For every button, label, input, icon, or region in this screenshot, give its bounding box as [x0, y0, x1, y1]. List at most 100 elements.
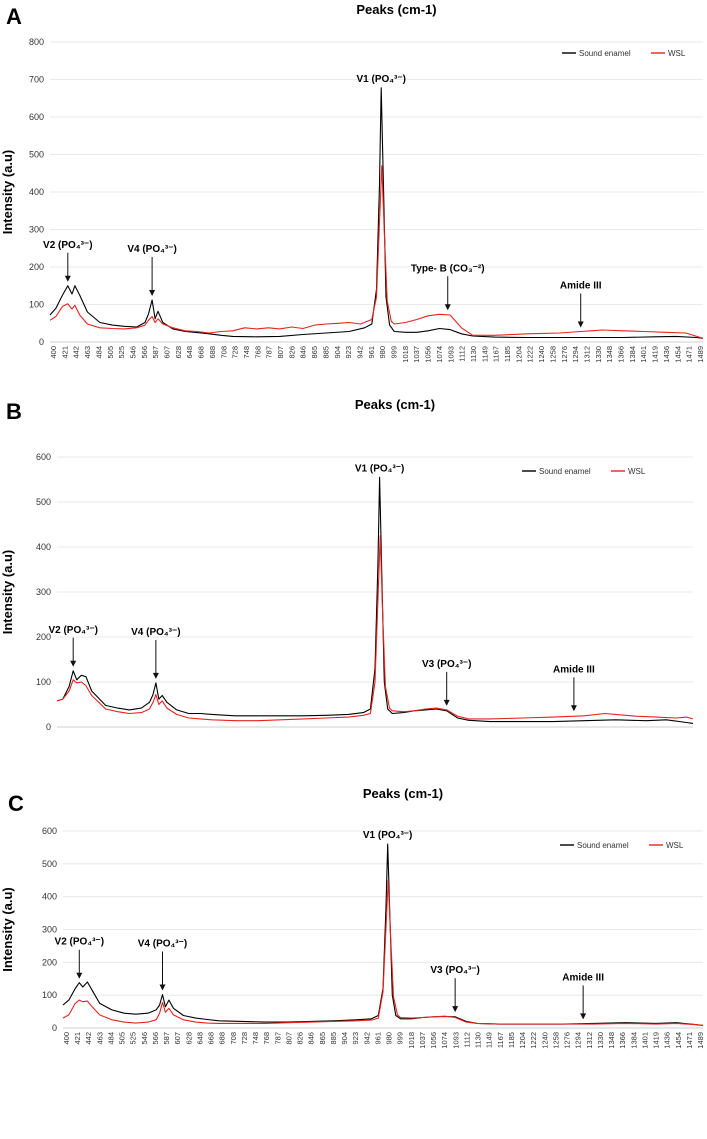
x-tick-label: 1471 — [685, 1032, 694, 1049]
x-tick-label: 961 — [367, 346, 376, 359]
annotation-label: V3 (PO₄³⁻) — [422, 659, 472, 670]
x-tick-label: 1489 — [696, 346, 705, 363]
y-tick-label: 100 — [29, 300, 44, 310]
x-tick-label: 708 — [219, 346, 228, 359]
y-tick-label: 200 — [29, 262, 44, 272]
x-tick-label: 607 — [163, 346, 172, 359]
annotation-arrow — [152, 639, 159, 679]
x-tick-label: 768 — [262, 1032, 271, 1045]
annotation-label: V2 (PO₄³⁻) — [48, 625, 98, 636]
x-tick-label: 688 — [218, 1032, 227, 1045]
x-tick-label: 1312 — [582, 346, 591, 363]
x-tick-label: 807 — [284, 1032, 293, 1045]
x-tick-label: 1112 — [462, 1032, 471, 1048]
x-tick-label: 400 — [62, 1032, 71, 1045]
legend: Sound enamel WSL — [560, 841, 684, 850]
y-tick-label: 600 — [29, 112, 44, 122]
x-tick-label: 587 — [162, 1032, 171, 1045]
y-tick-label: 0 — [46, 722, 51, 732]
x-tick-label: 1018 — [401, 346, 410, 363]
x-tick-label: 942 — [355, 346, 364, 359]
x-tick-label: 505 — [118, 1032, 127, 1045]
x-tick-label: 648 — [185, 346, 194, 359]
x-tick-label: 607 — [173, 1032, 182, 1045]
x-tick-label: 1348 — [607, 1032, 616, 1049]
x-tick-label: 668 — [197, 346, 206, 359]
chart-title: Peaks (cm-1) — [355, 397, 435, 412]
y-tick-label: 600 — [42, 826, 57, 836]
x-tick-label: 421 — [60, 346, 69, 359]
x-tick-label: 1330 — [596, 1032, 605, 1049]
annotation-label: V1 (PO₄³⁻) — [356, 74, 406, 85]
y-tick-label: 200 — [42, 957, 57, 967]
x-tick-label: 1436 — [662, 346, 671, 363]
x-tick-label: 505 — [106, 346, 115, 359]
x-tick-label: 1222 — [529, 1032, 538, 1049]
x-tick-label: 463 — [95, 1032, 104, 1045]
series-line-sound-enamel — [62, 843, 704, 1026]
chart-title: Peaks (cm-1) — [356, 2, 436, 17]
x-tick-label: 1258 — [548, 346, 557, 363]
x-tick-label: 1240 — [540, 1032, 549, 1049]
x-tick-label: 442 — [72, 346, 81, 359]
x-tick-label: 980 — [378, 346, 387, 359]
x-tick-label: 1185 — [503, 346, 512, 362]
annotation-label: Amide III — [553, 664, 595, 675]
y-tick-label: 300 — [36, 587, 51, 597]
chart-panel-c: C Peaks (cm-1) Intensity (a.u) 0 100 200 300 40… — [0, 786, 705, 1049]
x-tick-label: 1419 — [652, 1032, 661, 1049]
x-tick-label: 1471 — [685, 346, 694, 363]
x-tick-label: 961 — [373, 1032, 382, 1045]
x-tick-label: 1018 — [407, 1032, 416, 1049]
x-tick-label: 923 — [344, 346, 353, 359]
panel-letter: C — [8, 791, 24, 816]
x-tick-label: 628 — [184, 1032, 193, 1045]
x-tick-label: 1167 — [496, 1032, 505, 1048]
annotation-label: Amide III — [562, 972, 604, 983]
x-tick-label: 1330 — [594, 346, 603, 363]
legend: Sound enamel WSL — [522, 467, 646, 476]
annotation-label: Amide III — [560, 281, 602, 292]
annotation-label: V1 (PO₄³⁻) — [355, 463, 405, 474]
x-tick-label: 1130 — [469, 346, 478, 362]
x-tick-label: 1436 — [663, 1032, 672, 1049]
x-tick-label: 748 — [251, 1032, 260, 1045]
x-tick-label: 1384 — [629, 1032, 638, 1049]
annotation-label: Type- B (CO₃⁻²) — [411, 263, 485, 274]
x-tick-label: 1149 — [485, 1032, 494, 1048]
x-tick-label: 546 — [128, 346, 137, 359]
legend: Sound enamel WSL — [562, 49, 686, 58]
x-tick-label: 484 — [94, 346, 103, 359]
x-tick-label: 999 — [396, 1032, 405, 1045]
x-tick-label: 628 — [174, 346, 183, 359]
x-tick-label: 1056 — [429, 1032, 438, 1049]
x-tick-label: 1366 — [617, 346, 626, 363]
x-tick-label: 1185 — [507, 1032, 516, 1048]
chart-panel-a: A Peaks (cm-1) Intensity (a.u) 0 100 200 300 40… — [0, 2, 705, 363]
x-tick-label: 826 — [287, 346, 296, 359]
x-tick-label: 885 — [329, 1032, 338, 1045]
annotation-label: V2 (PO₄³⁻) — [43, 240, 93, 251]
x-tick-label: 1454 — [673, 346, 682, 363]
x-tick-label: 1037 — [412, 346, 421, 363]
annotation-arrow — [76, 949, 83, 979]
y-axis-label: Intensity (a.u) — [0, 550, 15, 635]
x-tick-label: 1037 — [418, 1032, 427, 1049]
y-tick-label: 300 — [29, 225, 44, 235]
y-tick-label: 0 — [39, 337, 44, 347]
x-tick-label: 525 — [117, 346, 126, 359]
y-tick-label: 100 — [36, 677, 51, 687]
series-line-sound-enamel — [49, 87, 704, 339]
x-tick-label: 1204 — [518, 1032, 527, 1049]
x-tick-label: 768 — [253, 346, 262, 359]
x-tick-label: 1093 — [451, 1032, 460, 1049]
annotation-arrow — [577, 293, 584, 328]
annotation-arrow — [70, 637, 77, 667]
x-tick-label: 1167 — [492, 346, 501, 362]
x-tick-label: 587 — [151, 346, 160, 359]
annotation-arrow — [159, 951, 166, 991]
x-tick-label: 442 — [84, 1032, 93, 1045]
y-axis-label: Intensity (a.u) — [0, 150, 15, 235]
y-tick-label: 400 — [42, 892, 57, 902]
